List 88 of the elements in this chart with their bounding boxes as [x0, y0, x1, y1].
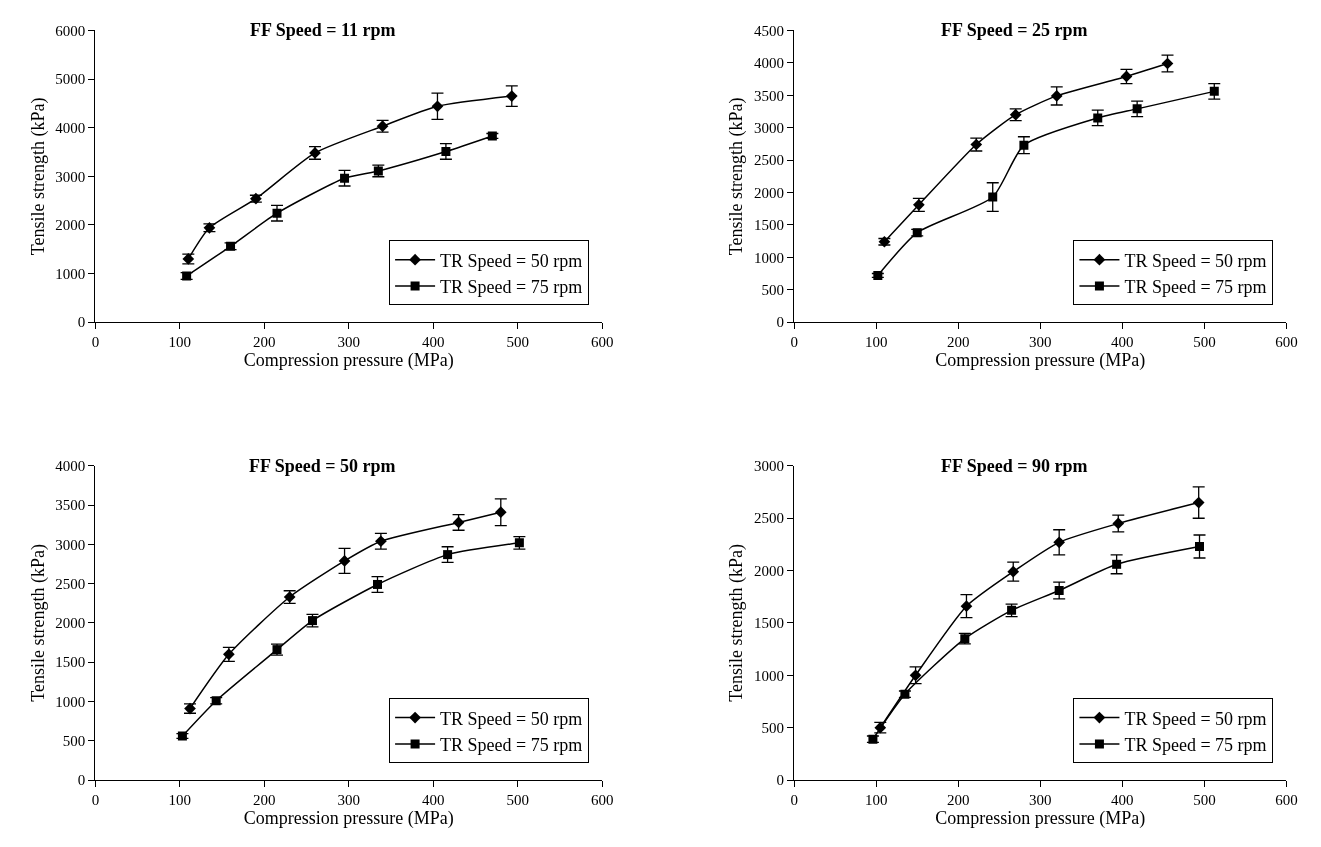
y-tick-label: 6000 [55, 22, 86, 39]
x-tick-label: 0 [91, 792, 100, 809]
x-tick-label: 500 [506, 792, 529, 809]
y-tick-label: 5000 [55, 71, 86, 88]
chart-title: FF Speed = 50 rpm [249, 456, 396, 476]
legend-label: TR Speed = 50 rpm [1124, 250, 1267, 271]
y-axis-title: Tensile strength (kPa) [27, 544, 49, 702]
y-axis-title: Tensile strength (kPa) [726, 544, 748, 702]
legend-label: TR Speed = 50 rpm [1124, 708, 1267, 729]
x-tick-label: 200 [947, 334, 970, 351]
x-tick-label: 400 [421, 334, 445, 351]
legend-label: TR Speed = 75 rpm [440, 277, 583, 298]
x-tick-label: 0 [790, 334, 798, 351]
legend-label: TR Speed = 75 rpm [1124, 735, 1267, 755]
y-axis-title: Tensile strength (kPa) [27, 97, 49, 256]
x-tick-label: 400 [1111, 334, 1134, 351]
x-axis-title: Compression pressure (MPa) [243, 808, 454, 830]
x-tick-label: 400 [1111, 792, 1134, 809]
x-tick-label: 600 [590, 334, 614, 351]
y-tick-label: 500 [62, 732, 86, 749]
y-tick-label: 2000 [55, 217, 86, 234]
y-tick-label: 2000 [55, 615, 86, 632]
y-tick-label: 2500 [754, 510, 785, 527]
y-tick-label: 2500 [55, 575, 86, 592]
y-tick-label: 4000 [754, 55, 785, 72]
point [960, 600, 973, 613]
y-tick-label: 0 [77, 314, 86, 331]
y-tick-label: 2000 [754, 562, 785, 579]
x-axis-title: Compression pressure (MPa) [935, 808, 1146, 830]
chart-title: FF Speed = 90 rpm [941, 456, 1088, 476]
y-tick-label: 0 [776, 314, 785, 331]
x-tick-label: 600 [590, 792, 614, 809]
x-tick-label: 200 [253, 334, 276, 351]
x-tick-label: 200 [253, 792, 276, 809]
y-tick-label: 1000 [55, 265, 86, 282]
y-tick-label: 3000 [754, 119, 785, 136]
y-tick-label: 3500 [754, 87, 785, 104]
y-tick-label: 3000 [55, 168, 86, 185]
y-tick-label: 1500 [55, 654, 86, 671]
y-tick-label: 3500 [55, 497, 86, 514]
point [338, 555, 351, 567]
x-tick-label: 0 [790, 792, 798, 809]
x-tick-label: 0 [91, 334, 100, 351]
y-tick-label: 2500 [754, 152, 785, 169]
y-tick-label: 4000 [55, 458, 86, 475]
x-tick-label: 100 [168, 792, 192, 809]
y-tick-label: 1000 [754, 667, 785, 684]
x-axis-title: Compression pressure (MPa) [935, 350, 1146, 372]
y-tick-label: 1000 [754, 249, 785, 266]
x-tick-label: 100 [864, 334, 888, 351]
y-tick-label: 1000 [55, 693, 86, 710]
point [1192, 496, 1205, 509]
y-tick-label: 0 [776, 772, 785, 789]
point [494, 506, 507, 519]
x-tick-label: 300 [337, 792, 361, 809]
y-axis-title: Tensile strength (kPa) [726, 97, 748, 256]
y-tick-label: 500 [761, 719, 785, 736]
x-tick-label: 300 [1029, 334, 1052, 351]
y-tick-label: 500 [761, 281, 785, 298]
x-tick-label: 500 [1193, 792, 1216, 809]
point [505, 90, 518, 102]
y-tick-label: 1500 [754, 217, 785, 234]
legend-label: TR Speed = 50 rpm [440, 708, 583, 729]
chart-title: FF Speed = 11 rpm [250, 20, 396, 40]
y-tick-label: 4000 [55, 119, 86, 136]
x-tick-label: 100 [168, 334, 192, 351]
y-tick-label: 4500 [754, 22, 785, 39]
y-tick-label: 0 [77, 772, 86, 789]
y-tick-label: 1500 [754, 615, 785, 632]
y-tick-label: 2000 [754, 184, 785, 201]
y-tick-label: 3000 [55, 536, 86, 553]
x-tick-label: 100 [864, 792, 888, 809]
legend-label: TR Speed = 75 rpm [1124, 277, 1267, 298]
x-tick-label: 300 [1029, 792, 1052, 809]
x-axis-title: Compression pressure (MPa) [243, 350, 454, 372]
x-tick-label: 500 [506, 334, 529, 351]
x-tick-label: 600 [1275, 334, 1298, 351]
legend-label: TR Speed = 50 rpm [440, 250, 583, 271]
y-tick-label: 3000 [754, 458, 785, 475]
x-tick-label: 600 [1275, 792, 1298, 809]
x-tick-label: 500 [1193, 334, 1216, 351]
x-tick-label: 300 [337, 334, 361, 351]
point [1053, 536, 1066, 549]
chart-title: FF Speed = 25 rpm [941, 20, 1088, 40]
x-tick-label: 400 [421, 792, 445, 809]
x-tick-label: 200 [947, 792, 970, 809]
point [431, 100, 444, 113]
legend-label: TR Speed = 75 rpm [440, 735, 583, 755]
